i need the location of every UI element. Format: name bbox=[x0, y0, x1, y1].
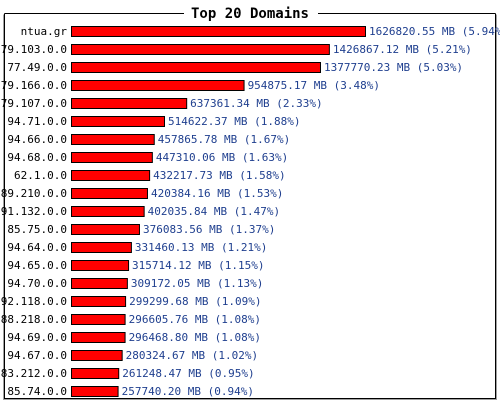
bar bbox=[71, 98, 188, 109]
category-label: 85.74.0.0 bbox=[7, 385, 67, 398]
category-label: 94.70.0.0 bbox=[7, 277, 67, 290]
bar bbox=[71, 44, 330, 55]
category-label: 62.1.0.0 bbox=[14, 169, 67, 182]
value-label: 296605.76 MB (1.08%) bbox=[129, 313, 261, 326]
category-label: 94.69.0.0 bbox=[7, 331, 67, 344]
bar bbox=[71, 242, 132, 253]
bar bbox=[71, 26, 366, 37]
value-label: 261248.47 MB (0.95%) bbox=[122, 367, 254, 380]
value-label: 457865.78 MB (1.67%) bbox=[158, 133, 290, 146]
category-label: 79.166.0.0 bbox=[1, 79, 67, 92]
category-label: 94.64.0.0 bbox=[7, 241, 67, 254]
bar bbox=[71, 170, 151, 181]
bar bbox=[71, 152, 153, 163]
bar bbox=[71, 296, 127, 307]
bar bbox=[71, 368, 120, 379]
value-label: 447310.06 MB (1.63%) bbox=[156, 151, 288, 164]
bar bbox=[71, 314, 126, 325]
category-label: 92.118.0.0 bbox=[1, 295, 67, 308]
bar bbox=[71, 332, 126, 343]
value-label: 299299.68 MB (1.09%) bbox=[129, 295, 261, 308]
chart-frame bbox=[3, 13, 497, 400]
bar bbox=[71, 116, 166, 127]
category-label: 94.68.0.0 bbox=[7, 151, 67, 164]
bar bbox=[71, 188, 148, 199]
category-label: 94.71.0.0 bbox=[7, 115, 67, 128]
category-label: 94.65.0.0 bbox=[7, 259, 67, 272]
category-label: 94.67.0.0 bbox=[7, 349, 67, 362]
value-label: 954875.17 MB (3.48%) bbox=[248, 79, 380, 92]
value-label: 296468.80 MB (1.08%) bbox=[129, 331, 261, 344]
chart-rows: ntua.gr 1626820.55 MB (5.94%) 79.103.0.0 14… bbox=[1, 25, 500, 398]
bar bbox=[71, 80, 245, 91]
bar bbox=[71, 386, 119, 397]
value-label: 637361.34 MB (2.33%) bbox=[190, 97, 322, 110]
category-label: 83.212.0.0 bbox=[1, 367, 67, 380]
bar bbox=[71, 260, 130, 271]
category-label: ntua.gr bbox=[21, 25, 68, 38]
category-label: 85.75.0.0 bbox=[7, 223, 67, 236]
value-label: 432217.73 MB (1.58%) bbox=[153, 169, 285, 182]
value-label: 1426867.12 MB (5.21%) bbox=[333, 43, 472, 56]
category-label: 94.66.0.0 bbox=[7, 133, 67, 146]
value-label: 315714.12 MB (1.15%) bbox=[132, 259, 264, 272]
bar bbox=[71, 134, 155, 145]
bar bbox=[71, 62, 321, 73]
value-label: 257740.20 MB (0.94%) bbox=[122, 385, 254, 398]
bar bbox=[71, 278, 128, 289]
value-label: 1377770.23 MB (5.03%) bbox=[324, 61, 463, 74]
value-label: 309172.05 MB (1.13%) bbox=[131, 277, 263, 290]
category-label: 77.49.0.0 bbox=[7, 61, 67, 74]
value-label: 402035.84 MB (1.47%) bbox=[148, 205, 280, 218]
bar bbox=[71, 224, 140, 235]
value-label: 1626820.55 MB (5.94%) bbox=[369, 25, 500, 38]
category-label: 79.103.0.0 bbox=[1, 43, 67, 56]
category-label: 88.218.0.0 bbox=[1, 313, 67, 326]
bar bbox=[71, 206, 145, 217]
value-label: 420384.16 MB (1.53%) bbox=[151, 187, 283, 200]
category-label: 79.107.0.0 bbox=[1, 97, 67, 110]
value-label: 331460.13 MB (1.21%) bbox=[135, 241, 267, 254]
category-label: 89.210.0.0 bbox=[1, 187, 67, 200]
category-label: 91.132.0.0 bbox=[1, 205, 67, 218]
value-label: 376083.56 MB (1.37%) bbox=[143, 223, 275, 236]
chart-title: Top 20 Domains bbox=[191, 6, 309, 22]
bar bbox=[71, 350, 123, 361]
value-label: 280324.67 MB (1.02%) bbox=[126, 349, 258, 362]
value-label: 514622.37 MB (1.88%) bbox=[168, 115, 300, 128]
